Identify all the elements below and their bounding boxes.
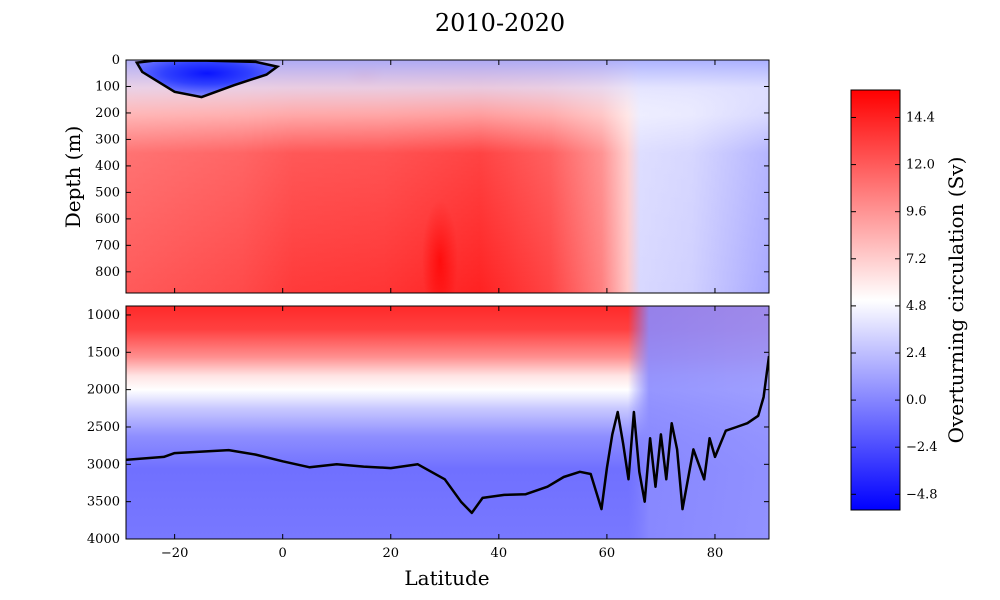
colorbar-tick-label: 14.4 <box>906 110 935 125</box>
y-tick-label: 1500 <box>87 345 120 360</box>
y-tick-label: 3000 <box>87 457 120 472</box>
zero-contour-line <box>134 60 281 99</box>
x-tick-label: 40 <box>491 546 508 561</box>
y-tick-label: 200 <box>95 106 120 121</box>
y-tick-label: 1000 <box>87 308 120 323</box>
colorbar-tick-label: 2.4 <box>906 346 927 361</box>
y-tick-label: 3500 <box>87 495 120 510</box>
y-axis-label: Depth (m) <box>61 126 85 229</box>
lower-zero-contour <box>126 355 769 515</box>
y-tick-label: 0 <box>112 53 120 68</box>
x-tick-label: 80 <box>707 546 724 561</box>
upper-zero-contour <box>134 60 281 99</box>
lower-north-region <box>628 306 769 539</box>
y-tick-label: 2500 <box>87 420 120 435</box>
x-axis-label: Latitude <box>404 566 489 590</box>
y-tick-label: 600 <box>95 212 120 227</box>
colorbar-tick-label: 0.0 <box>906 393 927 408</box>
x-tick-label: 20 <box>382 546 399 561</box>
lower-panel <box>126 306 769 539</box>
upper-blob-fill <box>136 60 278 98</box>
colorbar-tick-label: −4.8 <box>906 487 938 502</box>
y-tick-label: 500 <box>95 185 120 200</box>
x-tick-label: 60 <box>599 546 616 561</box>
colorbar-tick-label: 7.2 <box>906 252 927 267</box>
y-tick-label: 2000 <box>87 383 120 398</box>
upper-y-axis-ticks: 0 100 200 300 400 500 600 700 800 <box>95 53 769 280</box>
y-tick-label: 700 <box>95 238 120 253</box>
colorbar-ticks: −4.8 −2.4 0.0 2.4 4.8 7.2 9.6 12.0 14.4 <box>851 110 938 502</box>
colorbar-tick-label: 9.6 <box>906 205 927 220</box>
upper-panel-frame <box>125 59 770 294</box>
colorbar-label: Overturning circulation (Sv) <box>944 157 968 444</box>
y-tick-label: 400 <box>95 159 120 174</box>
y-tick-label: 300 <box>95 132 120 147</box>
lower-y-axis-ticks: 1000 1500 2000 2500 3000 3500 4000 <box>87 308 769 547</box>
zero-contour-line <box>126 355 769 515</box>
colorbar-tick-label: 12.0 <box>906 158 935 173</box>
lower-panel-frame <box>125 305 770 540</box>
upper-panel <box>126 60 769 293</box>
y-tick-label: 100 <box>95 79 120 94</box>
colorbar-tick-label: 4.8 <box>906 299 927 314</box>
x-tick-label: 0 <box>279 546 287 561</box>
colorbar <box>850 89 901 511</box>
chart-title: 2010-2020 <box>435 9 565 37</box>
upper-surface-fade <box>126 60 769 293</box>
y-tick-label: 800 <box>95 265 120 280</box>
x-tick-label: −20 <box>161 546 188 561</box>
x-axis-ticks: −20 0 20 40 60 80 <box>161 60 723 561</box>
colorbar-tick-label: −2.4 <box>906 440 938 455</box>
y-tick-label: 4000 <box>87 532 120 547</box>
